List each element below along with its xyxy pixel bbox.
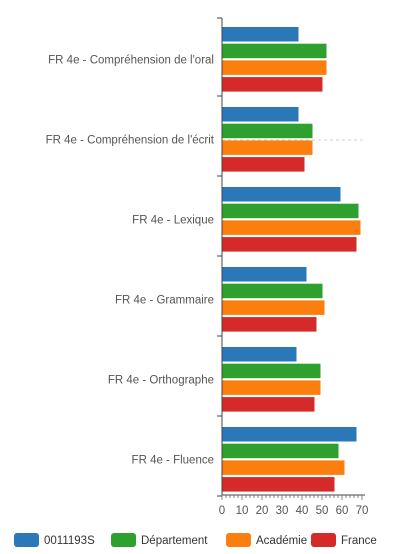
bar-1-1[interactable] <box>222 27 299 42</box>
bar-4-4[interactable] <box>222 317 317 332</box>
bar-4-5[interactable] <box>222 397 315 412</box>
x-tick-label: 10 <box>236 505 249 517</box>
category-label: FR 4e - Fluence <box>132 454 214 466</box>
bar-1-5[interactable] <box>222 347 297 362</box>
x-tick-label: 30 <box>276 505 289 517</box>
legend-label[interactable]: 0011193S <box>44 535 95 547</box>
bar-2-6[interactable] <box>222 443 339 459</box>
bar-2-5[interactable] <box>222 363 321 379</box>
category-label: FR 4e - Compréhension de l'oral <box>48 54 214 66</box>
bar-4-6[interactable] <box>222 477 335 492</box>
category-label: FR 4e - Compréhension de l'écrit <box>46 134 215 146</box>
category-labels: FR 4e - Compréhension de l'oral FR 4e - C… <box>46 54 215 466</box>
bar-4-3[interactable] <box>222 237 357 252</box>
bar-3-3[interactable] <box>222 220 361 235</box>
legend-swatch[interactable] <box>14 533 39 547</box>
legend-swatch[interactable] <box>226 533 251 547</box>
bar-2-1[interactable] <box>222 43 327 59</box>
category-label: FR 4e - Grammaire <box>115 294 214 306</box>
legend-item-1[interactable]: 0011193S <box>14 533 95 547</box>
x-tick-label: 60 <box>336 505 349 517</box>
legend-label[interactable]: Département <box>141 535 208 547</box>
legend-label[interactable]: Académie <box>256 535 307 547</box>
bar-3-5[interactable] <box>222 380 321 395</box>
x-tick-label: 40 <box>296 505 309 517</box>
bar-1-6[interactable] <box>222 427 357 442</box>
x-tick-label: 20 <box>256 505 269 517</box>
bar-3-6[interactable] <box>222 460 345 475</box>
legend-item-3[interactable]: Académie <box>226 533 307 547</box>
bar-3-2[interactable] <box>222 140 313 155</box>
bars-layer <box>222 27 361 492</box>
legend-item-4[interactable]: France <box>311 533 377 547</box>
bar-3-4[interactable] <box>222 300 325 315</box>
legend-item-2[interactable]: Département <box>111 533 208 547</box>
legend-swatch[interactable] <box>111 533 136 547</box>
bar-4-1[interactable] <box>222 77 323 92</box>
x-tick-label: 50 <box>316 505 329 517</box>
x-tick-label: 0 <box>219 505 225 517</box>
bar-2-3[interactable] <box>222 203 359 219</box>
category-label: FR 4e - Orthographe <box>108 374 214 386</box>
bar-1-3[interactable] <box>222 187 341 202</box>
legend-swatch[interactable] <box>311 533 336 547</box>
legend-label[interactable]: France <box>341 535 377 547</box>
x-tick-label: 70 <box>356 505 369 517</box>
bar-1-2[interactable] <box>222 107 299 122</box>
bar-3-1[interactable] <box>222 60 327 75</box>
bar-4-2[interactable] <box>222 157 305 172</box>
category-label: FR 4e - Lexique <box>132 214 214 226</box>
bar-1-4[interactable] <box>222 267 307 282</box>
legend[interactable]: 0011193S Département Académie France <box>14 533 377 547</box>
bar-2-2[interactable] <box>222 123 313 139</box>
axes: 0 10 20 30 40 50 60 70 <box>217 17 369 517</box>
bar-2-4[interactable] <box>222 283 323 299</box>
